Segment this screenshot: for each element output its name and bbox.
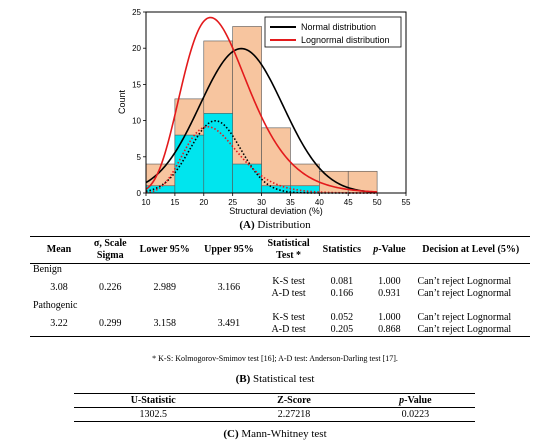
cell-statistics: 0.081	[330, 276, 354, 287]
cell-test: K-S test	[272, 276, 305, 287]
legend-label-lognormal: Lognormal distribution	[301, 35, 390, 45]
cell-p-value: 0.931	[378, 288, 401, 299]
cell-decision: Can’t reject Lognormal	[417, 276, 512, 287]
caption-text: Mann-Whitney test	[238, 428, 327, 440]
group-name-pathogenic: Pathogenic	[33, 300, 78, 311]
statistical-test-table: Mean σ, Scale Sigma Lower 95% Upper 95% S…	[30, 236, 530, 337]
x-tick-label: 20	[199, 198, 208, 207]
caption-statistical-test: (B) Statistical test	[0, 373, 550, 385]
cell-test: A-D test	[271, 288, 306, 299]
x-tick-label: 15	[170, 198, 179, 207]
table-row: 3.22 0.299 3.158 3.491 K-S test 0.052 1.…	[30, 312, 530, 329]
x-tick-label: 55	[402, 198, 411, 207]
distribution-chart: 10 15 20 25 30 35 40 45 50 55 0 5 10 15 20 25 Structura…	[117, 8, 411, 216]
cell-statistics: 0.052	[330, 312, 354, 323]
x-tick-label: 35	[286, 198, 295, 207]
histogram-bar-overlay	[232, 163, 262, 194]
cell-mean: 3.08	[50, 282, 68, 293]
caption-tag: (A)	[239, 219, 255, 231]
cell-mean: 3.22	[50, 318, 68, 329]
table-row: A-D test 0.205 0.868 Can’t reject Lognor…	[30, 324, 530, 337]
table-header-row: Mean σ, Scale Sigma Lower 95% Upper 95% S…	[30, 236, 530, 264]
header-u-statistic: U-Statistic	[130, 395, 176, 406]
header-p-value: p-Value	[373, 244, 406, 255]
y-axis-label: Count	[117, 90, 127, 115]
cell-decision: Can’t reject Lognormal	[417, 312, 512, 323]
histogram-bar	[319, 170, 349, 194]
y-tick-label: 15	[132, 80, 141, 89]
y-tick-label: 0	[137, 189, 142, 198]
group-name-benign: Benign	[33, 264, 62, 275]
y-tick-label: 20	[132, 44, 141, 53]
cell-decision: Can’t reject Lognormal	[417, 288, 512, 299]
table-row: Pathogenic	[30, 300, 530, 312]
cell-sigma: 0.299	[98, 318, 122, 329]
plot-frame	[145, 11, 407, 194]
cell-lower: 2.989	[153, 282, 176, 293]
header-mean: Mean	[46, 244, 72, 255]
histogram-bar	[261, 127, 291, 194]
cell-decision: Can’t reject Lognormal	[417, 324, 512, 335]
caption-text: Distribution	[254, 219, 311, 231]
table-row: Benign	[30, 264, 530, 277]
cell-test: K-S test	[272, 312, 305, 323]
caption-tag: (C)	[223, 428, 239, 440]
legend-label-normal: Normal distribution	[301, 22, 376, 32]
cell-z-score: 2.27218	[277, 409, 311, 420]
cell-sigma: 0.226	[98, 282, 122, 293]
header-test: Statistical Test *	[267, 238, 310, 261]
caption-text: Statistical test	[250, 373, 315, 385]
header-statistics: Statistics	[322, 244, 361, 255]
header-lower: Lower 95%	[139, 244, 190, 255]
caption-distribution: (A) Distribution	[0, 219, 550, 231]
lognormal-curve	[145, 16, 378, 193]
x-tick-label: 50	[373, 198, 382, 207]
normal-curve	[145, 47, 378, 194]
y-tick-label: 5	[137, 153, 142, 162]
header-z-score: Z-Score	[277, 395, 311, 406]
cell-test: A-D test	[271, 324, 306, 335]
x-tick-label: 45	[344, 198, 353, 207]
cell-upper: 3.491	[217, 318, 241, 329]
table-row: A-D test 0.166 0.931 Can’t reject Lognor…	[30, 288, 530, 300]
x-axis-label: Structural deviation (%)	[229, 206, 323, 216]
cell-upper: 3.166	[217, 282, 241, 293]
histogram-bar-overlay	[174, 134, 205, 194]
cell-p-value: 1.000	[378, 312, 401, 323]
cell-lower: 3.158	[153, 318, 176, 329]
x-tick-label: 30	[257, 198, 266, 207]
header-upper: Upper 95%	[204, 244, 254, 255]
table-row: 1302.5 2.27218 0.0223	[74, 408, 475, 422]
table-row: 3.08 0.226 2.989 3.166 K-S test 0.081 1.…	[30, 276, 530, 293]
cell-statistics: 0.205	[330, 324, 354, 335]
y-tick-label: 25	[132, 8, 141, 17]
cell-p-value: 1.000	[378, 276, 401, 287]
header-p-value: p-Value	[399, 395, 432, 406]
cell-p-value: 0.868	[378, 324, 401, 335]
header-sigma: σ, Scale Sigma	[93, 238, 127, 261]
table-footnote: * K-S: Kolmogorov-Smimov test [16]; A-D …	[152, 354, 398, 363]
x-tick-label: 25	[228, 198, 237, 207]
x-tick-label: 10	[142, 198, 151, 207]
caption-tag: (B)	[235, 373, 251, 385]
legend-box	[264, 16, 402, 48]
mann-whitney-table: U-Statistic Z-Score p-Value 1302.5 2.272…	[74, 393, 475, 422]
y-tick-label: 10	[132, 117, 141, 126]
x-tick-label: 40	[315, 198, 324, 207]
cell-p-value: 0.0223	[401, 409, 430, 420]
table-header-row: U-Statistic Z-Score p-Value	[74, 393, 475, 408]
legend: Normal distribution Lognormal distributi…	[264, 16, 402, 48]
histogram-bar-overlay	[203, 113, 233, 194]
cell-u-statistic: 1302.5	[139, 409, 167, 420]
caption-mann-whitney: (C) Mann-Whitney test	[0, 428, 550, 440]
cell-statistics: 0.166	[330, 288, 354, 299]
header-decision: Decision at Level (5%)	[422, 244, 520, 255]
